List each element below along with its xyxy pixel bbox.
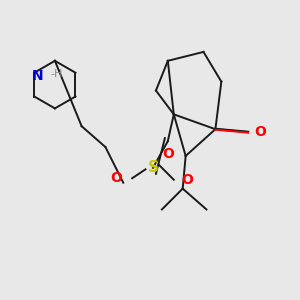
Text: N: N xyxy=(32,69,43,83)
Text: S: S xyxy=(148,160,158,175)
Text: -H: -H xyxy=(51,69,63,79)
Text: O: O xyxy=(162,147,174,161)
Text: O: O xyxy=(110,171,122,185)
Text: O: O xyxy=(254,125,266,139)
Text: O: O xyxy=(181,173,193,187)
